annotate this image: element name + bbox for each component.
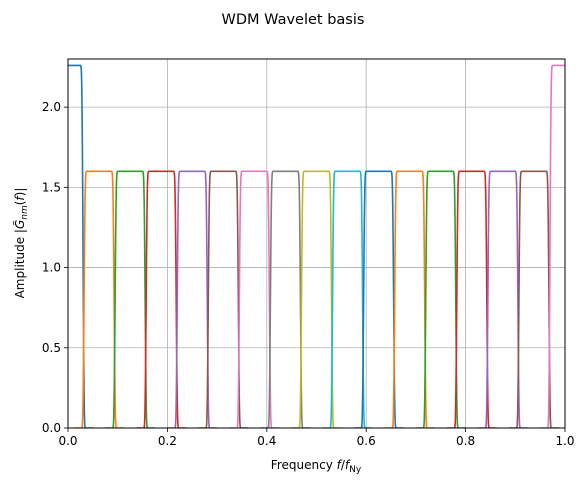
series-line-16	[508, 170, 560, 428]
x-tick-label: 0.4	[257, 434, 276, 448]
y-tick-label: 0.5	[42, 341, 61, 355]
series-line-4	[135, 170, 187, 428]
series-line-10	[322, 170, 374, 428]
y-tick-label: 1.5	[42, 180, 61, 194]
series-layer	[68, 64, 565, 428]
series-line-5	[166, 170, 218, 428]
series-line-12	[384, 170, 436, 428]
x-tick-label: 1.0	[555, 434, 574, 448]
x-axis: 0.0 0.2 0.4 0.6 0.8 1.0	[58, 428, 575, 448]
series-line-8	[259, 170, 311, 428]
y-axis-label: Amplitude |G̃nm(f)|	[13, 188, 30, 299]
series-line-7	[228, 170, 280, 428]
x-tick-label: 0.0	[58, 434, 77, 448]
series-line-15	[477, 170, 529, 428]
y-tick-label: 1.0	[42, 261, 61, 275]
series-line-3	[104, 170, 156, 428]
x-tick-label: 0.8	[456, 434, 475, 448]
plot-frame	[67, 58, 566, 429]
chart-title: WDM Wavelet basis	[222, 12, 365, 28]
series-line-2	[73, 170, 125, 428]
series-line-9	[291, 170, 342, 428]
x-axis-label: Frequency f/fNy	[271, 458, 362, 475]
series-line-13	[415, 170, 467, 428]
y-tick-label: 0.0	[42, 421, 61, 435]
series-line-17	[539, 64, 565, 428]
grid	[67, 59, 566, 429]
series-line-1	[68, 64, 94, 428]
x-tick-label: 0.2	[158, 434, 177, 448]
series-line-14	[446, 170, 498, 428]
series-line-11	[353, 170, 405, 428]
y-axis: 0.0 0.5 1.0 1.5 2.0	[42, 100, 68, 435]
y-tick-label: 2.0	[42, 100, 61, 114]
series-line-6	[197, 170, 249, 428]
x-tick-label: 0.6	[357, 434, 376, 448]
